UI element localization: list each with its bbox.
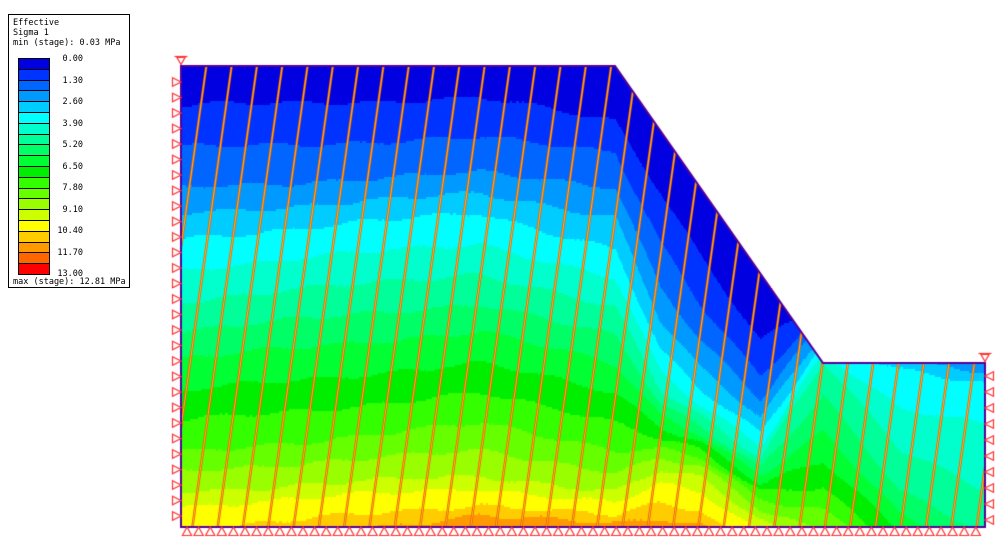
- legend-color-band: [19, 177, 49, 189]
- legend-color-band: [19, 188, 49, 200]
- legend-title-line1: Effective: [13, 18, 60, 28]
- legend-color-band: [19, 80, 49, 92]
- legend-tick-label: 13.00: [57, 269, 83, 279]
- legend-color-band: [19, 102, 49, 113]
- legend-tick-label: 6.50: [62, 161, 83, 172]
- legend-color-band: [19, 166, 49, 178]
- legend-tick-label: 5.20: [62, 140, 83, 150]
- legend-color-band: [19, 91, 49, 103]
- legend-tick-label: 3.90: [62, 118, 83, 129]
- legend-color-band: [19, 242, 49, 254]
- contour-legend: Effective Sigma 1 min (stage): 0.03 MPa …: [8, 14, 130, 288]
- legend-color-band: [19, 123, 49, 135]
- legend-color-band: [19, 145, 49, 157]
- legend-color-band: [19, 134, 49, 146]
- legend-tick-label: 9.10: [62, 204, 83, 215]
- legend-tick-label: 0.00: [62, 54, 83, 64]
- legend-color-band: [19, 210, 49, 221]
- legend-tick-label: 10.40: [57, 226, 83, 236]
- legend-color-band: [19, 264, 49, 274]
- legend-color-band: [19, 59, 49, 70]
- legend-title-line2: Sigma 1: [13, 28, 49, 38]
- legend-color-band: [19, 199, 49, 211]
- legend-color-band: [19, 220, 49, 232]
- legend-color-band: [19, 112, 49, 124]
- legend-min-value: min (stage): 0.03 MPa: [13, 38, 121, 48]
- legend-tick-label: 11.70: [57, 247, 83, 258]
- legend-color-band: [19, 253, 49, 265]
- legend-color-band: [19, 231, 49, 243]
- legend-tick-label: 2.60: [62, 97, 83, 107]
- legend-color-scale: [18, 58, 50, 275]
- legend-tick-label: 7.80: [62, 183, 83, 193]
- legend-tick-label: 1.30: [62, 75, 83, 86]
- legend-color-band: [19, 156, 49, 167]
- legend-color-band: [19, 69, 49, 81]
- legend-max-value: max (stage): 12.81 MPa: [13, 277, 126, 287]
